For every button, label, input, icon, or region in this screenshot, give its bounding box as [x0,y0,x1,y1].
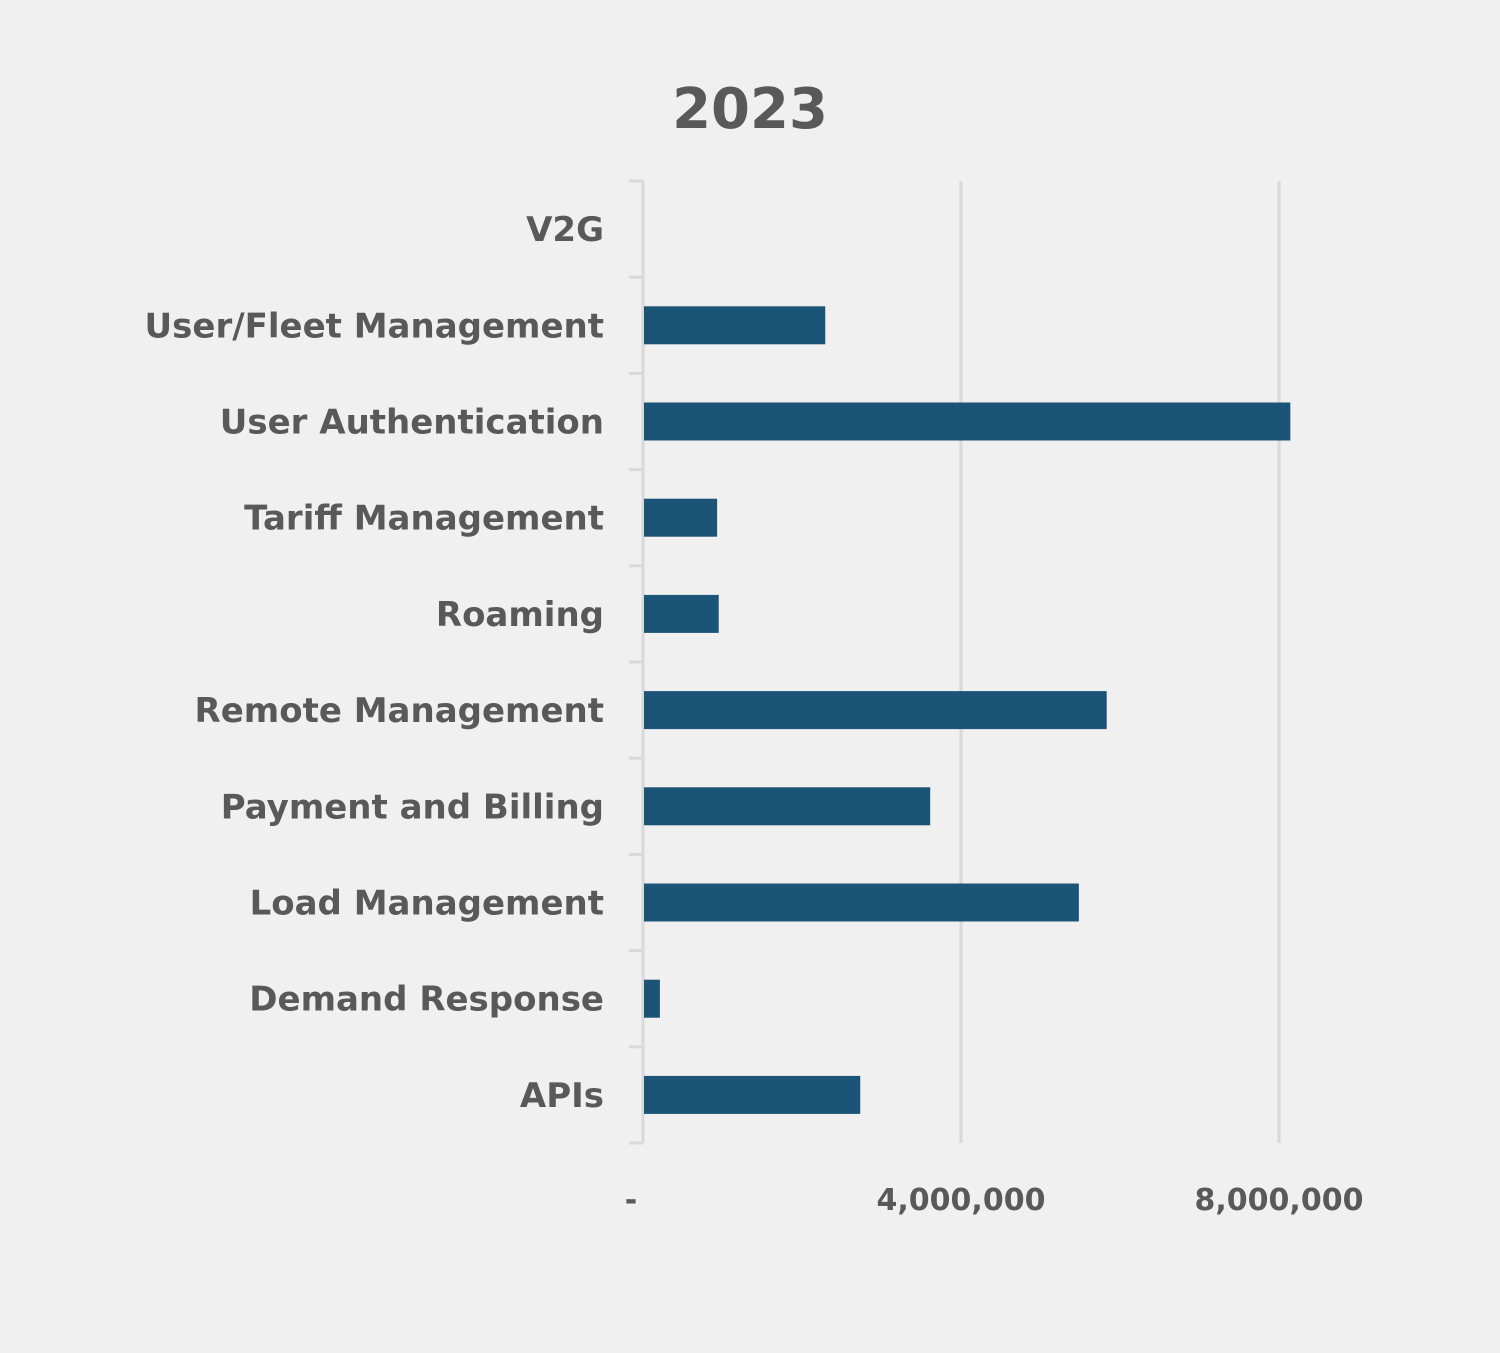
category-labels: V2G User/Fleet Management User Authenticat… [145,210,604,1116]
x-tick-label-1: 4,000,000 [877,1183,1046,1218]
bar-payment-and-billing [644,787,931,826]
category-label-demand-response: Demand Response [249,980,604,1020]
category-label-payment-and-billing: Payment and Billing [221,787,604,827]
grid-lines [959,181,1281,1143]
category-label-remote-management: Remote Management [195,691,604,731]
bar-user-fleet-management [644,306,826,345]
chart-title: 2023 [672,77,828,142]
x-tick-label-2: 8,000,000 [1195,1183,1364,1218]
category-label-user-authentication: User Authentication [220,403,604,443]
category-axis [629,179,645,1145]
category-label-v2g: V2G [526,210,604,250]
bar-roaming [644,594,719,633]
category-label-load-management: Load Management [250,884,604,924]
bar-tariff-management [644,498,718,537]
x-tick-labels: - 4,000,000 8,000,000 [625,1183,1364,1218]
category-label-tariff-management: Tariff Management [244,499,604,539]
bar-apis [644,1075,861,1114]
category-label-roaming: Roaming [436,595,604,635]
bar-load-management [644,883,1079,922]
category-label-user-fleet-management: User/Fleet Management [145,306,604,346]
bar-user-authentication [644,402,1291,441]
x-tick-label-0: - [625,1183,637,1218]
bars [644,306,1291,1114]
bar-remote-management [644,691,1107,730]
category-label-apis: APIs [520,1076,604,1116]
bar-demand-response [644,979,660,1018]
